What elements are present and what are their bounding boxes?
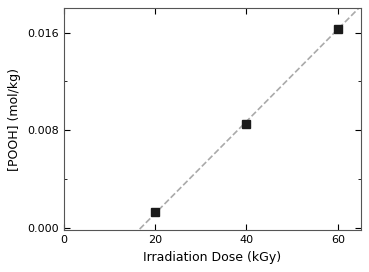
Y-axis label: [POOH] (mol/kg): [POOH] (mol/kg): [8, 68, 21, 171]
X-axis label: Irradiation Dose (kGy): Irradiation Dose (kGy): [143, 251, 281, 264]
